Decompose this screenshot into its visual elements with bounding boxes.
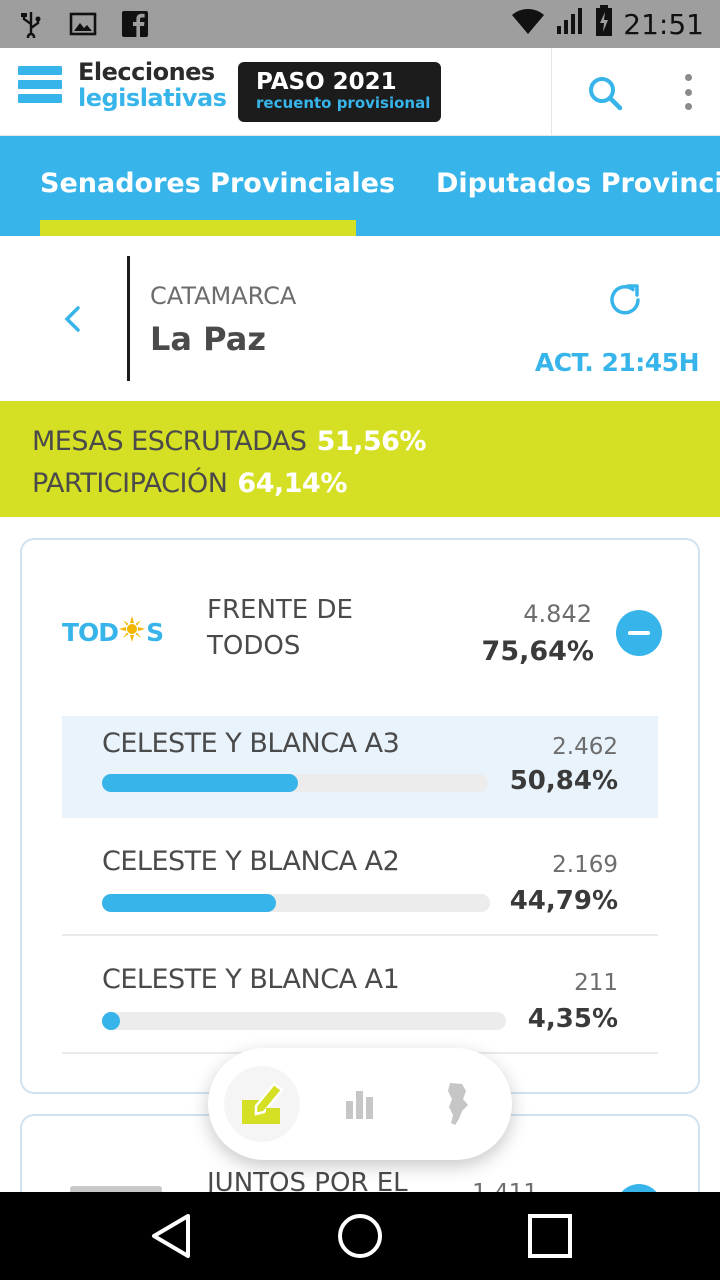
list-name: CELESTE Y BLANCA A1 (102, 964, 400, 995)
refresh-icon[interactable] (606, 280, 646, 320)
system-nav-bar (0, 1192, 720, 1280)
status-bar: 21:51 (0, 0, 720, 48)
floating-nav (208, 1048, 512, 1160)
party-votes: 4.842 (523, 600, 592, 628)
update-time: ACT. 21:45H (534, 348, 700, 377)
mesas-row: MESAS ESCRUTADAS 51,56% (32, 421, 720, 463)
location-header: CATAMARCA La Paz ACT. 21:45H (0, 236, 720, 401)
list-bar-fill (102, 1012, 120, 1030)
list-row[interactable]: CELESTE Y BLANCA A3 2.462 50,84% (62, 716, 658, 818)
nav-recents-icon[interactable] (526, 1212, 574, 1260)
list-votes: 211 (574, 970, 618, 996)
paso-badge: PASO 2021 recuento provisional (238, 62, 441, 122)
list-name: CELESTE Y BLANCA A2 (102, 846, 400, 877)
back-chevron-icon[interactable] (58, 304, 88, 334)
battery-charging-icon (595, 4, 613, 44)
header-divider (551, 48, 552, 136)
status-time: 21:51 (623, 7, 704, 41)
list-votes: 2.169 (552, 852, 618, 878)
party-logo (70, 1186, 162, 1194)
party-logo: TOD S (62, 616, 164, 648)
map-icon[interactable] (420, 1066, 496, 1142)
list-percent: 4,35% (527, 1004, 618, 1034)
party-name: FRENTE DE TODOS (207, 595, 353, 661)
tab-senadores[interactable]: Senadores Provinciales (40, 168, 396, 199)
mesas-value: 51,56% (316, 426, 427, 457)
party-lists: CELESTE Y BLANCA A3 2.462 50,84% CELESTE… (62, 716, 658, 1054)
party-logo-text: TOD (62, 617, 119, 647)
sun-icon (119, 616, 146, 648)
tab-bar: Senadores Provinciales Diputados Provinc… (0, 136, 720, 236)
list-votes: 2.462 (552, 734, 618, 760)
flag-logo-icon (18, 66, 62, 104)
badge-subtitle: recuento provisional (256, 94, 431, 112)
ballot-box-icon[interactable] (224, 1066, 300, 1142)
participacion-value: 64,14% (237, 468, 347, 499)
brand-line1: Elecciones (78, 58, 215, 86)
nav-back-icon[interactable] (148, 1212, 196, 1260)
party-percent: 75,64% (481, 636, 594, 667)
app-header: Elecciones legislativas PASO 2021 recuen… (0, 48, 720, 136)
tab-diputados[interactable]: Diputados Provinciales (436, 168, 720, 199)
collapse-minus-icon[interactable] (616, 610, 662, 656)
list-bar-track (102, 1012, 506, 1030)
list-bar-track (102, 894, 490, 912)
list-percent: 50,84% (509, 766, 618, 796)
city-name: La Paz (150, 320, 266, 358)
participacion-row: PARTICIPACIÓN 64,14% (32, 463, 720, 505)
list-bar-fill (102, 894, 276, 912)
facebook-icon (120, 9, 150, 39)
stats-banner: MESAS ESCRUTADAS 51,56% PARTICIPACIÓN 64,1… (0, 401, 720, 517)
nav-home-icon[interactable] (336, 1212, 384, 1260)
mesas-label: MESAS ESCRUTADAS (32, 426, 307, 457)
participacion-label: PARTICIPACIÓN (32, 468, 228, 499)
badge-title: PASO 2021 (256, 69, 397, 95)
image-icon (68, 9, 98, 39)
province-name: CATAMARCA (150, 282, 297, 310)
usb-icon (16, 9, 46, 39)
brand-line2: legislativas (78, 84, 227, 112)
list-bar-fill (102, 774, 299, 792)
list-bar-track (102, 774, 488, 792)
list-percent: 44,79% (509, 886, 618, 916)
search-icon[interactable] (586, 74, 624, 112)
party-logo-text-end: S (146, 617, 164, 647)
more-options-icon[interactable] (676, 72, 700, 112)
bar-chart-icon[interactable] (322, 1066, 398, 1142)
list-row[interactable]: CELESTE Y BLANCA A1 211 4,35% (62, 936, 658, 1054)
party-card[interactable]: TOD S FRENTE DE TODOS 4.842 75,64% CELES… (20, 538, 700, 1094)
signal-icon (555, 6, 585, 43)
active-tab-indicator (40, 220, 356, 236)
wifi-icon (511, 7, 545, 42)
location-divider (127, 256, 130, 381)
list-name: CELESTE Y BLANCA A3 (102, 728, 400, 759)
list-row[interactable]: CELESTE Y BLANCA A2 2.169 44,79% (62, 818, 658, 936)
